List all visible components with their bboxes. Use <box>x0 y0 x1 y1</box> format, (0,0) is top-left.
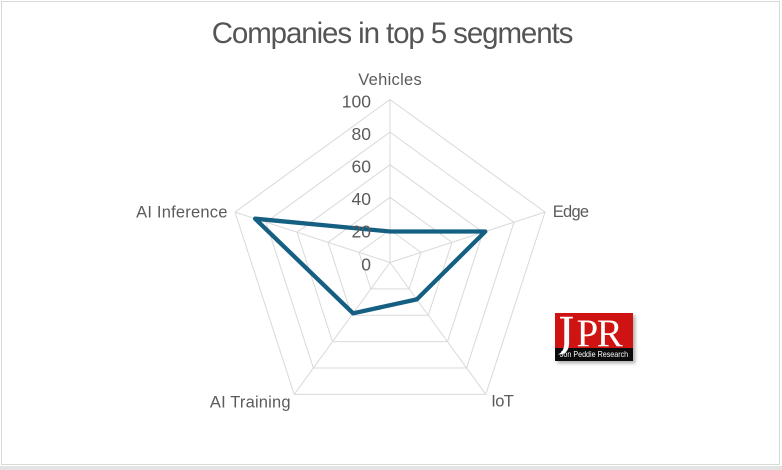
svg-text:Vehicles: Vehicles <box>358 71 422 89</box>
svg-text:20: 20 <box>352 222 372 242</box>
svg-text:AI Inference: AI Inference <box>136 204 227 222</box>
svg-text:60: 60 <box>352 157 372 177</box>
svg-text:IoT: IoT <box>491 392 514 410</box>
svg-text:AI Training: AI Training <box>210 394 291 412</box>
svg-text:Edge: Edge <box>553 203 589 221</box>
svg-text:80: 80 <box>352 124 372 144</box>
svg-text:40: 40 <box>352 189 372 209</box>
svg-text:100: 100 <box>342 91 371 111</box>
svg-text:0: 0 <box>361 254 371 274</box>
